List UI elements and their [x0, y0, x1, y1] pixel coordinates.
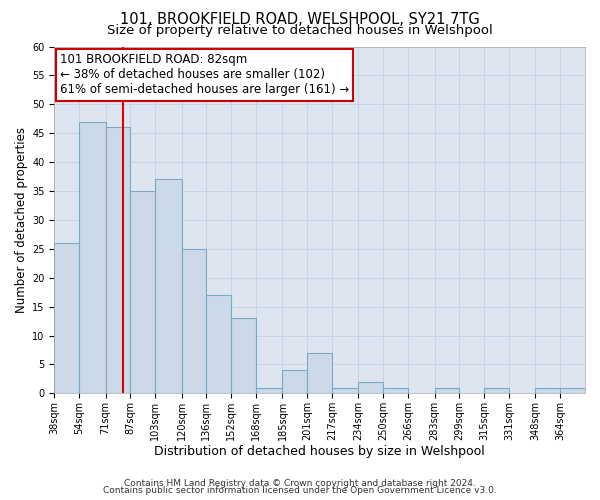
- Text: 101 BROOKFIELD ROAD: 82sqm
← 38% of detached houses are smaller (102)
61% of sem: 101 BROOKFIELD ROAD: 82sqm ← 38% of deta…: [59, 54, 349, 96]
- Bar: [332, 388, 358, 394]
- Text: Contains public sector information licensed under the Open Government Licence v3: Contains public sector information licen…: [103, 486, 497, 495]
- Bar: [206, 295, 231, 394]
- Bar: [256, 388, 283, 394]
- Bar: [383, 388, 408, 394]
- Bar: [307, 353, 332, 394]
- Bar: [106, 128, 130, 394]
- X-axis label: Distribution of detached houses by size in Welshpool: Distribution of detached houses by size …: [154, 444, 485, 458]
- Text: 101, BROOKFIELD ROAD, WELSHPOOL, SY21 7TG: 101, BROOKFIELD ROAD, WELSHPOOL, SY21 7T…: [120, 12, 480, 28]
- Bar: [130, 191, 155, 394]
- Y-axis label: Number of detached properties: Number of detached properties: [15, 127, 28, 313]
- Text: Contains HM Land Registry data © Crown copyright and database right 2024.: Contains HM Land Registry data © Crown c…: [124, 478, 476, 488]
- Text: Size of property relative to detached houses in Welshpool: Size of property relative to detached ho…: [107, 24, 493, 37]
- Bar: [79, 122, 106, 394]
- Bar: [535, 388, 560, 394]
- Bar: [283, 370, 307, 394]
- Bar: [231, 318, 256, 394]
- Bar: [182, 249, 206, 394]
- Bar: [434, 388, 460, 394]
- Bar: [55, 243, 79, 394]
- Bar: [358, 382, 383, 394]
- Bar: [560, 388, 585, 394]
- Bar: [155, 180, 182, 394]
- Bar: [484, 388, 509, 394]
